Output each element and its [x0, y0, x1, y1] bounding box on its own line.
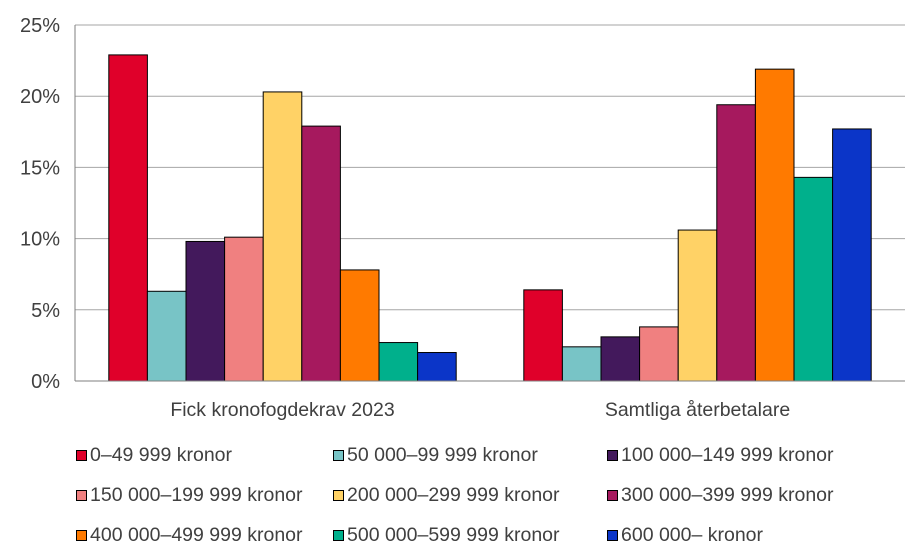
bar [639, 326, 679, 382]
legend-label: 200 000–299 999 kronor [347, 483, 560, 506]
bar [146, 290, 187, 382]
legend-swatch [333, 449, 344, 461]
legend-swatch [607, 449, 618, 461]
y-tick-label: 25% [20, 15, 60, 37]
legend-item: 400 000–499 999 kronor [76, 521, 303, 549]
legend-item: 200 000–299 999 kronor [333, 481, 560, 509]
bars [108, 54, 872, 382]
legend-item: 500 000–599 999 kronor [333, 521, 560, 549]
bar [523, 289, 563, 382]
legend-swatch [76, 489, 87, 501]
bar [378, 342, 419, 382]
bar [301, 125, 341, 382]
legend-label: 150 000–199 999 kronor [90, 483, 303, 506]
x-category-label: Fick kronofogdekrav 2023 [170, 399, 394, 421]
legend-item: 150 000–199 999 kronor [76, 481, 303, 509]
x-axis-category-labels: Fick kronofogdekrav 2023 Samtliga återbet… [170, 399, 790, 421]
x-category-label: Samtliga återbetalare [605, 399, 790, 421]
bar [185, 240, 226, 382]
bar [417, 352, 457, 382]
legend-swatch [333, 489, 344, 501]
bar [262, 91, 303, 382]
bar [832, 128, 872, 382]
bar [677, 229, 718, 382]
bar [716, 104, 756, 382]
bar [224, 236, 264, 382]
legend-label: 600 000– kronor [621, 523, 764, 546]
bar [561, 346, 602, 382]
legend-swatch [333, 529, 344, 541]
bar-chart: 0% 5% 10% 15% 20% 25% Fick kronofogdekrav 202… [20, 15, 905, 421]
bar [339, 269, 380, 382]
bar [754, 68, 795, 382]
y-tick-label: 10% [20, 229, 60, 251]
legend-label: 50 000–99 999 kronor [347, 443, 538, 466]
legend-swatch [607, 489, 618, 501]
bar [600, 336, 641, 382]
legend-swatch [76, 449, 87, 461]
legend-swatch [607, 529, 618, 541]
y-tick-label: 15% [20, 157, 60, 179]
legend-item: 0–49 999 kronor [76, 441, 232, 469]
bar [793, 176, 834, 382]
legend-item: 600 000– kronor [607, 521, 763, 549]
legend-label: 0–49 999 kronor [90, 443, 233, 466]
legend-swatch [76, 529, 87, 541]
legend-item: 300 000–399 999 kronor [607, 481, 834, 509]
legend-label: 500 000–599 999 kronor [347, 523, 560, 546]
y-tick-label: 5% [31, 300, 60, 322]
y-tick-label: 20% [20, 86, 60, 108]
bar [108, 54, 148, 382]
legend-label: 400 000–499 999 kronor [90, 523, 303, 546]
legend-label: 300 000–399 999 kronor [621, 483, 834, 506]
y-tick-label: 0% [31, 371, 60, 393]
legend-item: 50 000–99 999 kronor [333, 441, 538, 469]
legend-item: 100 000–149 999 kronor [607, 441, 834, 469]
legend-label: 100 000–149 999 kronor [621, 443, 834, 466]
y-axis-tick-labels: 0% 5% 10% 15% 20% 25% [20, 15, 60, 393]
